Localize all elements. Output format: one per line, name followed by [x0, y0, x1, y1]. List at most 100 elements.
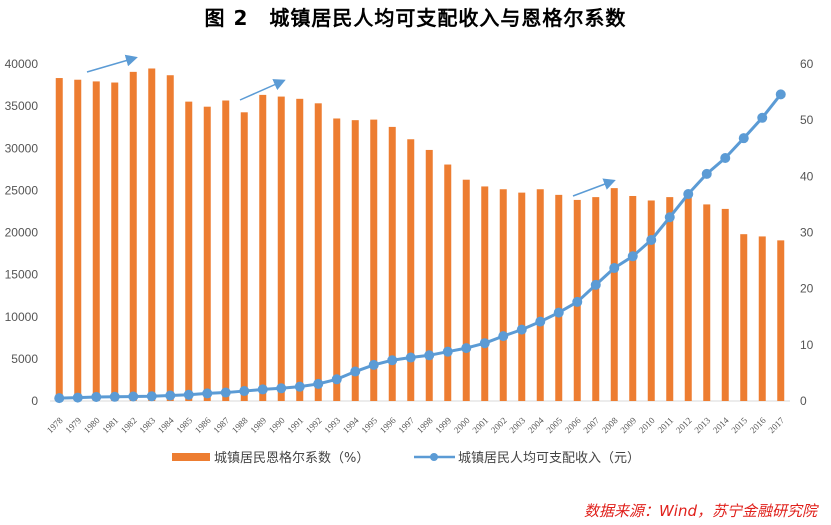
- income-point-2007: [590, 279, 601, 290]
- income-point-2016: [757, 112, 768, 123]
- trend-arrow: [86, 54, 138, 73]
- income-point-1981: [109, 391, 120, 402]
- bar-engel-2015: [740, 234, 748, 401]
- x-axis-tick: 1998: [415, 415, 435, 435]
- x-axis-tick: 1987: [211, 415, 231, 435]
- left-axis-tick: 15000: [5, 268, 39, 282]
- bar-engel-1993: [333, 118, 341, 402]
- x-axis-tick: 1993: [322, 415, 342, 435]
- x-axis-tick: 2005: [544, 415, 564, 435]
- income-point-1993: [331, 374, 342, 385]
- income-point-1996: [387, 355, 398, 366]
- bar-engel-1989: [259, 94, 267, 402]
- bar-engel-1982: [129, 71, 137, 401]
- x-axis-tick: 2009: [618, 415, 638, 435]
- bar-engel-1995: [370, 119, 378, 401]
- right-axis-tick: 0: [800, 394, 807, 408]
- income-point-1994: [350, 366, 361, 377]
- bar-engel-2003: [518, 192, 526, 401]
- bar-engel-2011: [666, 197, 674, 401]
- legend: 城镇居民恩格尔系数（%） 城镇居民人均可支配收入（元）: [172, 450, 640, 466]
- x-axis-tick: 2011: [656, 415, 676, 435]
- x-axis-tick: 1986: [193, 415, 213, 435]
- bar-engel-2013: [703, 204, 711, 401]
- bar-engel-1978: [55, 78, 63, 402]
- x-axis-tick: 2007: [581, 415, 601, 435]
- right-axis-tick: 50: [800, 113, 814, 127]
- trend-arrow: [572, 178, 616, 197]
- right-axis-tick: 20: [800, 282, 814, 296]
- bar-engel-1997: [407, 139, 415, 401]
- x-axis-tick: 2008: [600, 415, 620, 435]
- x-axis-tick: 2001: [470, 415, 490, 435]
- income-point-2011: [664, 212, 675, 223]
- bar-engel-2005: [555, 194, 563, 401]
- x-axis-tick: 1983: [137, 415, 157, 435]
- income-point-2000: [461, 343, 472, 354]
- legend-swatch-bar: [172, 453, 210, 461]
- bar-engel-2004: [536, 189, 544, 401]
- x-axis-tick: 1995: [359, 415, 379, 435]
- income-point-1999: [442, 346, 453, 357]
- income-point-2014: [720, 152, 731, 163]
- x-axis-tick: 1991: [285, 415, 305, 435]
- x-axis-tick: 2013: [692, 415, 712, 435]
- income-point-1984: [165, 390, 176, 401]
- trend-arrow: [239, 79, 286, 101]
- left-axis-tick: 20000: [5, 226, 39, 240]
- bar-engel-1983: [148, 68, 156, 401]
- x-axis-tick: 2003: [507, 415, 527, 435]
- x-axis-tick: 2002: [489, 415, 509, 435]
- income-point-1989: [257, 384, 268, 395]
- income-point-2017: [775, 89, 786, 100]
- x-axis-tick: 2006: [563, 415, 583, 435]
- bar-engel-2009: [629, 195, 637, 401]
- income-point-2015: [738, 133, 749, 144]
- bar-engel-1996: [388, 126, 396, 401]
- income-point-2010: [646, 235, 657, 246]
- x-axis-tick: 2017: [766, 415, 786, 435]
- x-axis-tick: 1989: [248, 415, 268, 435]
- x-axis-tick: 2014: [711, 415, 731, 435]
- income-point-1992: [313, 378, 324, 389]
- x-axis-tick: 2012: [674, 415, 694, 435]
- income-point-1986: [202, 388, 213, 399]
- right-axis-tick: 60: [800, 57, 814, 71]
- income-point-2001: [479, 338, 490, 349]
- bar-engel-2014: [721, 208, 729, 401]
- x-axis-tick: 1994: [341, 415, 361, 435]
- income-point-2004: [535, 316, 546, 327]
- data-source: 数据来源：Wind，苏宁金融研究院: [583, 502, 817, 520]
- bar-engel-1990: [277, 96, 285, 402]
- x-axis-tick: 2004: [526, 415, 546, 435]
- bar-engel-2010: [647, 200, 655, 401]
- income-point-2003: [516, 324, 527, 335]
- income-point-2006: [572, 296, 583, 307]
- x-axis-tick: 1978: [45, 415, 65, 435]
- income-point-1997: [405, 352, 416, 363]
- x-axis-tick: 2000: [452, 415, 472, 435]
- income-point-1979: [72, 392, 83, 403]
- bar-engel-1994: [351, 120, 359, 402]
- income-point-1983: [146, 391, 157, 402]
- income-point-2009: [627, 251, 638, 262]
- bar-engel-1988: [240, 112, 248, 401]
- bar-engel-2001: [481, 186, 489, 401]
- bar-engel-2017: [777, 240, 785, 401]
- right-axis-tick: 40: [800, 169, 814, 183]
- bar-engel-1984: [166, 75, 174, 401]
- bar-engel-1985: [185, 101, 193, 402]
- bar-engel-1992: [314, 103, 322, 402]
- left-axis-tick: 30000: [5, 141, 39, 155]
- left-axis-tick: 35000: [5, 99, 39, 113]
- income-point-1985: [183, 389, 194, 400]
- income-point-1998: [424, 350, 435, 361]
- left-axis-tick: 0: [31, 394, 38, 408]
- income-point-1982: [128, 391, 139, 402]
- income-line: [59, 93, 782, 400]
- left-axis-tick: 5000: [11, 352, 38, 366]
- income-point-2012: [683, 189, 694, 200]
- income-point-1980: [91, 391, 102, 402]
- x-axis-tick: 2016: [748, 415, 768, 435]
